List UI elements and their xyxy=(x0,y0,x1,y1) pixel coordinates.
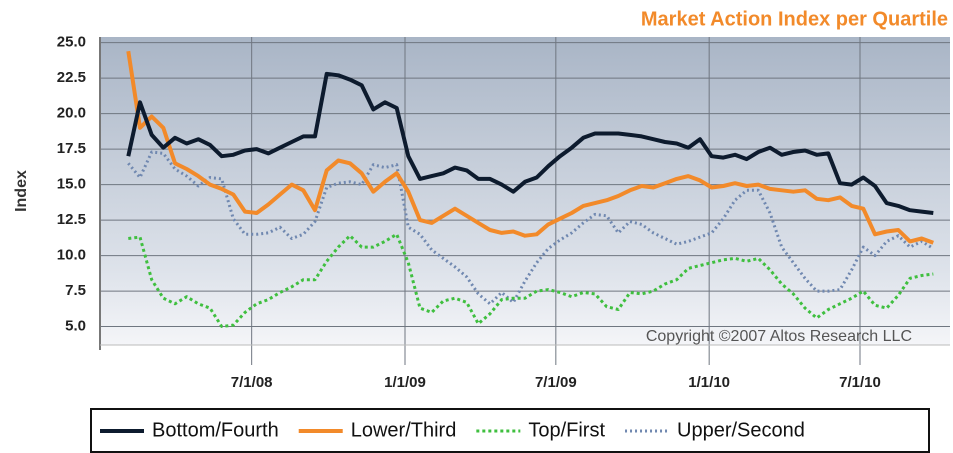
series-line xyxy=(126,50,934,245)
x-tick-label: 1/1/09 xyxy=(384,374,426,391)
x-tick-label: 1/1/10 xyxy=(688,374,730,391)
x-tick-label: 7/1/09 xyxy=(535,374,577,391)
y-tick-label: 15.0 xyxy=(57,176,86,193)
legend: Bottom/Fourth Lower/Third Top/First Upper/S… xyxy=(100,419,805,441)
legend-box xyxy=(90,408,930,453)
y-tick-label: 5.0 xyxy=(65,318,86,335)
y-tick-label: 12.5 xyxy=(57,211,86,228)
y-tick-label: 10.0 xyxy=(57,247,86,264)
x-tick-label: 7/1/08 xyxy=(231,374,273,391)
y-tick-label: 7.5 xyxy=(65,282,86,299)
y-tick-label: 17.5 xyxy=(57,140,86,157)
y-tick-label: 25.0 xyxy=(57,34,86,51)
copyright-annotation: Copyright ©2007 Altos Research LLC xyxy=(646,328,912,345)
series-line xyxy=(128,232,934,328)
chart-title: Market Action Index per Quartile xyxy=(641,8,948,30)
y-tick-label: 22.5 xyxy=(57,69,86,86)
legend-label: Upper/Second xyxy=(677,419,805,441)
y-tick-label: 20.0 xyxy=(57,105,86,122)
grid xyxy=(100,37,950,365)
series-line xyxy=(126,71,934,215)
legend-label: Top/First xyxy=(528,419,605,441)
lines xyxy=(126,50,935,328)
y-axis-label: Index xyxy=(13,170,30,212)
x-tick-label: 7/1/10 xyxy=(839,374,881,391)
legend-label: Bottom/Fourth xyxy=(152,419,279,441)
legend-label: Lower/Third xyxy=(351,419,457,441)
series-line xyxy=(127,150,935,306)
